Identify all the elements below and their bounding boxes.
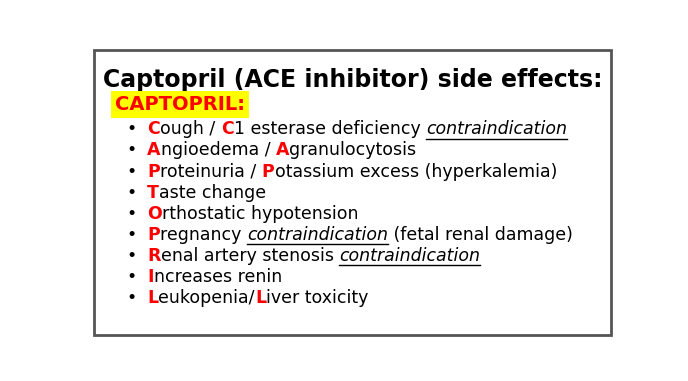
Text: C: C <box>147 120 160 138</box>
Text: L: L <box>147 289 158 307</box>
Text: aste change: aste change <box>159 184 266 202</box>
Text: •: • <box>126 205 136 223</box>
Text: A: A <box>147 141 161 160</box>
Text: 1 esterase deficiency: 1 esterase deficiency <box>233 120 426 138</box>
Text: otassium excess (hyperkalemia): otassium excess (hyperkalemia) <box>275 163 557 181</box>
Text: CAPTOPRIL:: CAPTOPRIL: <box>116 95 246 114</box>
Text: P: P <box>262 163 275 181</box>
Text: I: I <box>147 268 154 286</box>
Text: O: O <box>147 205 162 223</box>
Text: P: P <box>147 226 160 244</box>
Text: roteinuria /: roteinuria / <box>160 163 262 181</box>
Text: Captopril (ACE inhibitor) side effects:: Captopril (ACE inhibitor) side effects: <box>103 68 603 92</box>
Text: T: T <box>147 184 159 202</box>
Text: •: • <box>126 184 136 202</box>
Text: ough /: ough / <box>160 120 221 138</box>
FancyBboxPatch shape <box>94 50 611 335</box>
Text: •: • <box>126 289 136 307</box>
Text: ncreases renin: ncreases renin <box>154 268 282 286</box>
Text: P: P <box>147 163 160 181</box>
Text: ngioedema /: ngioedema / <box>161 141 276 160</box>
Text: C: C <box>221 120 233 138</box>
Text: A: A <box>276 141 290 160</box>
Text: enal artery stenosis: enal artery stenosis <box>161 247 339 265</box>
Text: regnancy: regnancy <box>160 226 247 244</box>
Text: contraindication: contraindication <box>426 120 567 138</box>
Text: contraindication: contraindication <box>247 226 388 244</box>
Text: iver toxicity: iver toxicity <box>266 289 369 307</box>
Text: •: • <box>126 226 136 244</box>
Text: •: • <box>126 247 136 265</box>
Text: •: • <box>126 268 136 286</box>
Text: R: R <box>147 247 161 265</box>
Text: eukopenia/: eukopenia/ <box>158 289 255 307</box>
Text: •: • <box>126 163 136 181</box>
Text: •: • <box>126 120 136 138</box>
Text: L: L <box>255 289 266 307</box>
Text: rthostatic hypotension: rthostatic hypotension <box>162 205 358 223</box>
Text: (fetal renal damage): (fetal renal damage) <box>388 226 573 244</box>
Text: •: • <box>126 141 136 160</box>
Text: granulocytosis: granulocytosis <box>290 141 416 160</box>
Text: contraindication: contraindication <box>339 247 480 265</box>
